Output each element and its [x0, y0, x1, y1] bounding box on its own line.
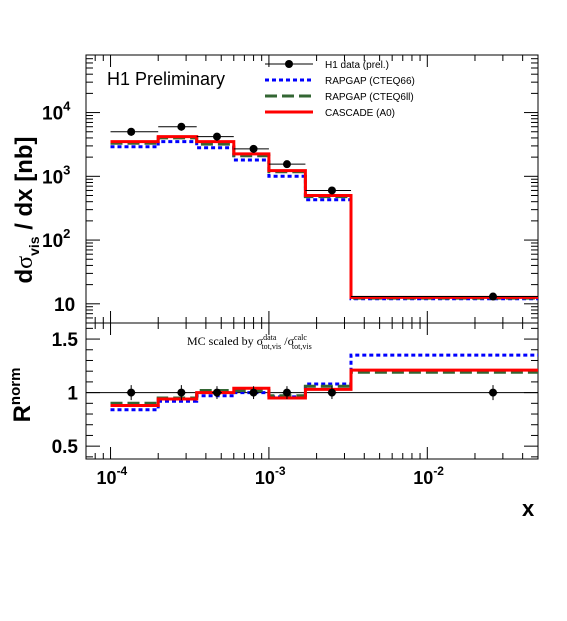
bottom-series-rapgap-cteq66-: [110, 353, 538, 412]
x-tick-label: 10-4: [97, 464, 128, 488]
bottom-ylabel: Rnorm: [7, 368, 36, 423]
bottom-series-group: [110, 353, 538, 412]
y-tick-label: 103: [42, 162, 70, 188]
legend-label: RAPGAP (CTEQ66): [325, 76, 415, 87]
ratio-point: [282, 388, 291, 397]
legend-marker: [285, 60, 293, 68]
ratio-point: [177, 388, 186, 397]
top-data-points: [110, 122, 538, 301]
top-panel: H1 Preliminary dσvis / dx [nb] 104 103 102…: [11, 54, 539, 324]
x-tick-label: 10-2: [413, 464, 444, 488]
ratio-point: [327, 388, 336, 397]
x-axis-label: x: [522, 496, 535, 521]
data-point: [327, 186, 336, 195]
ratio-point: [249, 388, 258, 397]
y-tick-label: 102: [42, 226, 70, 252]
bottom-annotation: MC scaled by σdata tot,vis /σcalc tot,vis: [187, 333, 312, 351]
bottom-data-points: [126, 385, 499, 401]
x-tick-label: 10-3: [255, 464, 286, 488]
data-point: [489, 292, 498, 301]
top-x-ticks: [85, 55, 539, 323]
bottom-y-ticks: 0.5 1 1.5: [52, 327, 538, 458]
top-title: H1 Preliminary: [107, 69, 225, 89]
legend-label: CASCADE (A0): [325, 108, 395, 119]
data-point: [212, 132, 221, 141]
ratio-point: [127, 388, 136, 397]
y-tick-label: 104: [42, 99, 71, 125]
y-tick-label: 10: [54, 295, 75, 316]
data-point: [127, 127, 136, 136]
data-point: [177, 122, 186, 131]
top-series-group: [110, 135, 538, 301]
legend-label: RAPGAP (CTEQ6ll): [325, 92, 414, 103]
y-tick-label: 1: [67, 384, 78, 405]
bottom-plot-frame: [85, 322, 539, 460]
data-point: [282, 160, 291, 169]
ratio-point: [489, 388, 498, 397]
bottom-series-cascade-a0-: [110, 368, 538, 407]
bottom-panel: Rnorm MC scaled by σdata tot,vis /σcalc to…: [7, 322, 539, 521]
ratio-point: [212, 388, 221, 397]
top-ylabel: dσvis / dx [nb]: [11, 136, 42, 283]
top-series-rapgap-cteq66-: [110, 140, 538, 301]
legend: H1 data (prel.) RAPGAP (CTEQ66) RAPGAP (CT…: [265, 60, 415, 119]
top-plot-frame: [85, 54, 539, 324]
top-series-cascade-a0-: [110, 135, 538, 299]
y-tick-label: 1.5: [52, 330, 79, 351]
y-tick-label: 0.5: [52, 437, 79, 458]
top-y-ticks: 104 103 102 10: [42, 54, 538, 324]
top-series-rapgap-cteq6ll-: [110, 136, 538, 300]
legend-label: H1 data (prel.): [325, 60, 389, 71]
data-point: [249, 144, 258, 153]
